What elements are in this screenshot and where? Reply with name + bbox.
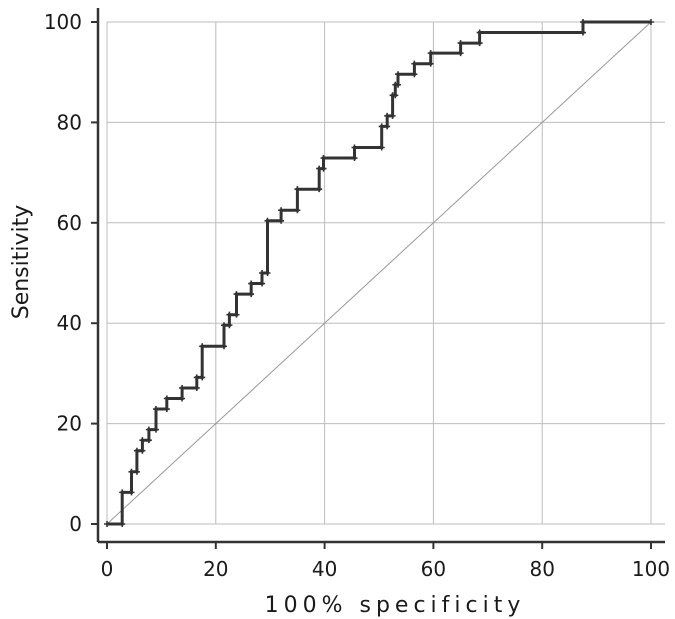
y-tick-label-40: 40 [57, 311, 82, 335]
roc-point-marker [133, 468, 140, 475]
roc-point-marker [457, 40, 464, 47]
roc-point-marker [392, 92, 399, 99]
roc-point-marker [278, 207, 285, 214]
roc-point-marker [193, 374, 200, 381]
roc-point-marker [259, 270, 266, 276]
x-tick-label-80: 80 [529, 557, 554, 581]
x-tick-label-40: 40 [312, 557, 337, 581]
roc-point-marker [152, 406, 159, 413]
roc-point-marker [411, 71, 418, 78]
reference-line [106, 21, 652, 525]
y-axis-title: Sensitivity [9, 205, 34, 320]
x-tick-label-100: 100 [632, 557, 670, 581]
grid-lines [106, 21, 665, 525]
roc-point-marker [128, 489, 135, 496]
roc-point-marker [351, 144, 358, 151]
roc-point-marker [179, 384, 186, 391]
roc-point-marker [320, 165, 327, 172]
roc-point-marker [427, 60, 434, 67]
roc-point-marker [133, 447, 140, 454]
roc-point-marker [145, 426, 152, 433]
roc-point-marker [248, 291, 255, 298]
roc-point-marker [128, 468, 135, 475]
roc-point-marker [457, 50, 464, 57]
roc-point-marker [378, 123, 385, 130]
roc-point-marker [411, 60, 418, 67]
roc-point-marker [220, 343, 227, 350]
tick-labels: 0 20 40 60 80 100 0 20 40 60 80 100 [44, 10, 670, 581]
roc-point-marker [104, 521, 110, 527]
roc-point-marker [294, 207, 301, 214]
x-tick-label-0: 0 [101, 557, 114, 581]
roc-point-marker [580, 19, 586, 25]
y-tick-label-0: 0 [69, 512, 82, 536]
roc-point-marker [320, 155, 327, 162]
roc-point-marker [248, 280, 255, 287]
roc-point-marker [163, 406, 170, 413]
x-tick-label-20: 20 [203, 557, 228, 581]
roc-point-marker [139, 437, 146, 444]
roc-point-marker [384, 112, 391, 119]
roc-point-marker [378, 144, 385, 151]
roc-point-marker [264, 217, 271, 224]
roc-point-marker [294, 186, 301, 193]
roc-point-marker [193, 384, 200, 391]
y-tick-label-80: 80 [57, 110, 82, 134]
roc-point-marker [476, 40, 483, 47]
axes [91, 8, 665, 549]
roc-point-marker [220, 322, 227, 329]
y-tick-label-100: 100 [44, 10, 82, 34]
reference-diagonal [106, 21, 652, 525]
roc-point-marker [264, 270, 271, 276]
roc-point-marker [226, 311, 233, 318]
roc-point-marker [119, 521, 126, 527]
roc-point-marker [351, 155, 358, 162]
roc-point-marker [395, 81, 402, 88]
roc-point-marker [389, 112, 396, 119]
roc-point-marker [580, 29, 586, 36]
roc-point-marker [233, 311, 240, 318]
roc-point-marker [259, 280, 266, 287]
roc-point-marker [199, 343, 206, 350]
roc-point-marker [119, 489, 126, 496]
x-tick-label-60: 60 [421, 557, 446, 581]
roc-point-marker [145, 437, 152, 444]
roc-point-marker [199, 374, 206, 381]
roc-point-marker [476, 29, 483, 36]
y-tick-label-60: 60 [57, 211, 82, 235]
y-tick-label-20: 20 [57, 412, 82, 436]
roc-point-marker [179, 395, 186, 402]
roc-curve [104, 19, 654, 527]
roc-step-line [107, 20, 651, 526]
x-axis-title: 100% specificity [265, 593, 526, 618]
roc-point-marker [163, 395, 170, 402]
roc-point-marker [395, 71, 402, 78]
roc-point-marker [152, 426, 159, 433]
roc-point-marker [316, 186, 323, 193]
roc-point-marker [139, 447, 146, 454]
roc-point-marker [233, 291, 240, 298]
roc-point-marker [384, 123, 391, 130]
roc-point-marker [226, 322, 233, 329]
roc-point-marker [427, 50, 434, 57]
roc-point-marker [648, 19, 654, 25]
roc-point-marker [278, 217, 285, 224]
